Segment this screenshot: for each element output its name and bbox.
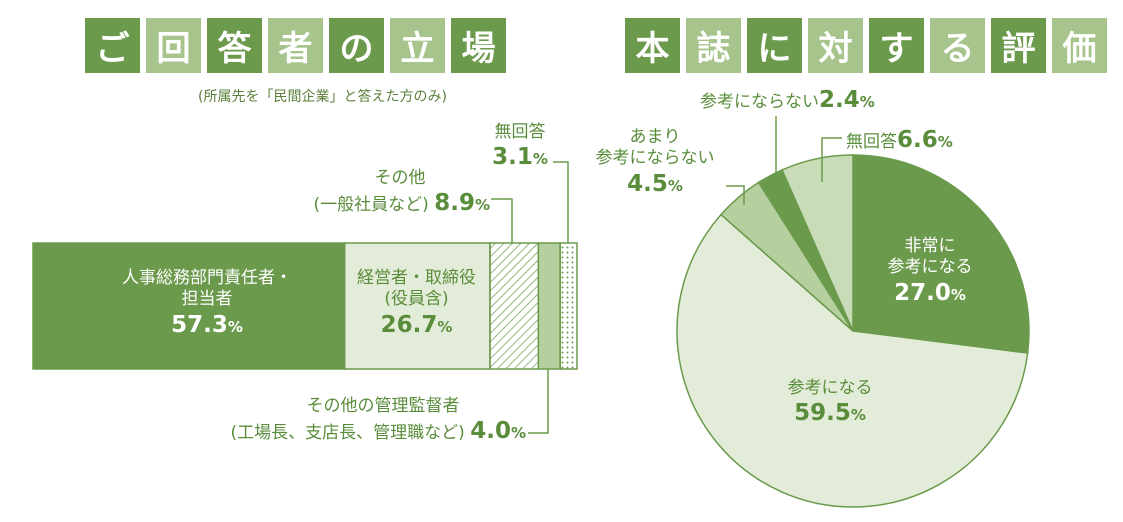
bar-segment-hr <box>32 242 346 370</box>
title-char: 対 <box>808 18 863 73</box>
pie-label-text: 参考になる <box>787 378 873 398</box>
bar-label-text: その他 <box>374 168 426 188</box>
pie-value: 4.5 <box>627 170 668 197</box>
bar-label-text: その他の管理監督者 <box>306 396 460 416</box>
bar-unit: % <box>510 424 526 443</box>
bar-segment-other <box>489 242 540 370</box>
title-char: 場 <box>451 18 506 73</box>
bar-value: 3.1 <box>492 144 533 171</box>
bar-unit: % <box>532 150 548 169</box>
left-title: ご 回 答 者 の 立 場 <box>85 18 506 73</box>
pie-label-useful: 参考になる 59.5% <box>770 378 890 428</box>
pie-label-text: 非常に <box>904 236 956 256</box>
title-char: の <box>329 18 384 73</box>
leader-line <box>553 161 569 243</box>
pie-label-not-useful: 参考にならない2.4% <box>700 86 890 115</box>
left-subtitle: (所属先を「民間企業」と答えた方のみ) <box>198 89 447 105</box>
title-char: 立 <box>390 18 445 73</box>
bar-unit: % <box>227 317 243 336</box>
pie-unit: % <box>859 93 875 111</box>
title-char: 回 <box>146 18 201 73</box>
title-char: 本 <box>625 18 680 73</box>
bar-value: 57.3 <box>171 311 228 338</box>
bar-segment-executive <box>343 242 491 370</box>
bar-label-executive: 経営者・取締役 (役員含) 26.7% <box>345 268 488 339</box>
bar-value: 4.0 <box>470 418 511 445</box>
leader-line <box>726 185 745 205</box>
bar-label-hr: 人事総務部門責任者・ 担当者 57.3% <box>92 268 322 339</box>
bar-label-text: (役員含) <box>384 289 449 310</box>
title-char: 答 <box>207 18 262 73</box>
pie-value: 27.0 <box>894 279 951 306</box>
bar-label-text: (工場長、支店長、管理職など) <box>230 423 465 444</box>
leader-line <box>821 137 842 182</box>
pie-label-text: 参考にならない <box>700 92 819 112</box>
pie-value: 2.4 <box>819 87 860 113</box>
leader-line <box>528 369 549 434</box>
pie-label-not-very: あまり 参考にならない 4.5% <box>590 127 720 198</box>
bar-unit: % <box>474 196 490 215</box>
pie-value: 6.6 <box>897 127 938 153</box>
right-title: 本 誌 に 対 す る 評 価 <box>625 18 1107 73</box>
title-char: 誌 <box>686 18 741 73</box>
pie-label-very-useful: 非常に 参考になる 27.0% <box>870 236 990 307</box>
bar-label-manager: その他の管理監督者 (工場長、支店長、管理職など) 4.0% <box>200 396 526 446</box>
pie-label-text: 参考になる <box>887 257 973 278</box>
pie-label-text: あまり <box>629 127 681 147</box>
pie-unit: % <box>850 406 866 425</box>
pie-value: 59.5 <box>794 400 851 427</box>
leader-line <box>491 198 513 243</box>
bar-label-text: 人事総務部門責任者・ <box>122 268 292 288</box>
title-char: す <box>869 18 924 73</box>
bar-unit: % <box>437 317 453 336</box>
bar-value: 26.7 <box>380 311 438 338</box>
title-char: 評 <box>991 18 1046 73</box>
bar-value: 8.9 <box>434 190 475 217</box>
pie-label-text: 無回答 <box>846 132 897 152</box>
title-char: に <box>747 18 802 73</box>
bar-label-other: その他 (一般社員など) 8.9% <box>250 168 490 218</box>
bar-label-text: 担当者 <box>181 289 233 310</box>
pie-unit: % <box>937 133 953 151</box>
pie-slice-useful <box>676 213 1029 508</box>
title-char: 価 <box>1052 18 1107 73</box>
pie-unit: % <box>950 285 966 304</box>
pie-slice-very-useful <box>852 154 1030 354</box>
pie-unit: % <box>667 176 683 195</box>
pie-label-noanswer: 無回答6.6% <box>846 126 976 155</box>
pie-label-text: 参考にならない <box>595 148 715 169</box>
title-char: る <box>930 18 985 73</box>
title-char: 者 <box>268 18 323 73</box>
title-char: ご <box>85 18 140 73</box>
bar-label-noanswer: 無回答 3.1% <box>480 122 560 172</box>
pie-slice-noanswer <box>781 154 854 332</box>
bar-label-text: (一般社員など) <box>313 195 429 216</box>
bar-segment-manager <box>537 242 561 370</box>
bar-segment-noanswer <box>559 242 578 370</box>
bar-label-text: 無回答 <box>494 122 546 142</box>
bar-label-text: 経営者・取締役 <box>357 268 476 288</box>
